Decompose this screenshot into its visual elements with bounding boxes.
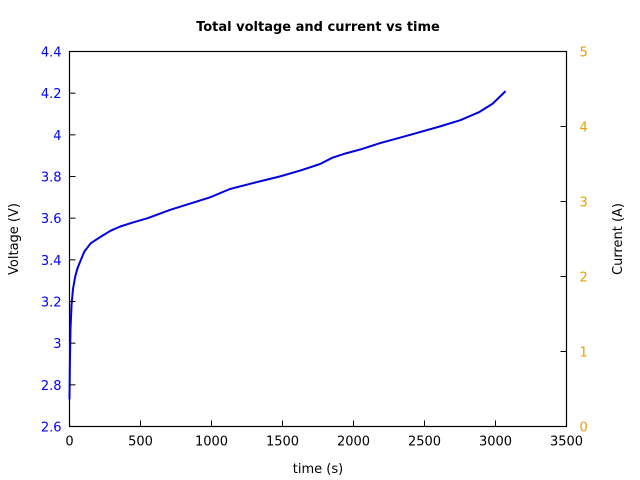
y2-axis-label: Current (A) [611,203,626,275]
x-tick-label: 500 [128,435,153,450]
y-axis-label: Voltage (V) [7,203,22,275]
y-tick-label: 3.8 [41,171,62,186]
x-tick-label: 3500 [550,435,583,450]
y2-tick-label: 0 [580,421,588,436]
x-tick-label: 1000 [195,435,228,450]
x-tick-label: 2000 [337,435,370,450]
y-tick-label: 4.4 [41,46,62,61]
plot-frame [68,50,568,428]
y-tick-label: 4.2 [41,87,62,102]
x-tick-label: 2500 [408,435,441,450]
chart-title: Total voltage and current vs time [196,20,440,35]
y2-axis-ticks: 0 1 2 3 4 5 [560,46,588,436]
x-axis-ticks: 0 500 1000 1500 2000 2500 3000 3500 [65,420,583,450]
x-axis-label: time (s) [293,462,343,477]
y-tick-label: 3.4 [41,254,62,269]
y2-tick-label: 5 [580,46,588,61]
y-tick-label: 3.6 [41,212,62,227]
y-tick-label: 2.6 [41,421,62,436]
y2-tick-label: 4 [580,121,588,136]
y2-tick-label: 1 [580,346,588,361]
voltage-line [68,90,507,400]
y2-tick-label: 2 [580,271,588,286]
y-tick-label: 4 [53,129,61,144]
y-axis-ticks: 2.6 2.8 3 3.2 3.4 3.6 3.8 4 4.2 4.4 [41,46,76,436]
y-tick-label: 2.8 [41,379,62,394]
plot-area [68,50,568,428]
y-tick-label: 3 [53,337,61,352]
x-tick-label: 0 [65,435,73,450]
x-tick-label: 3000 [479,435,512,450]
x-tick-label: 1500 [266,435,299,450]
y-tick-label: 3.2 [41,296,62,311]
y2-tick-label: 3 [580,196,588,211]
